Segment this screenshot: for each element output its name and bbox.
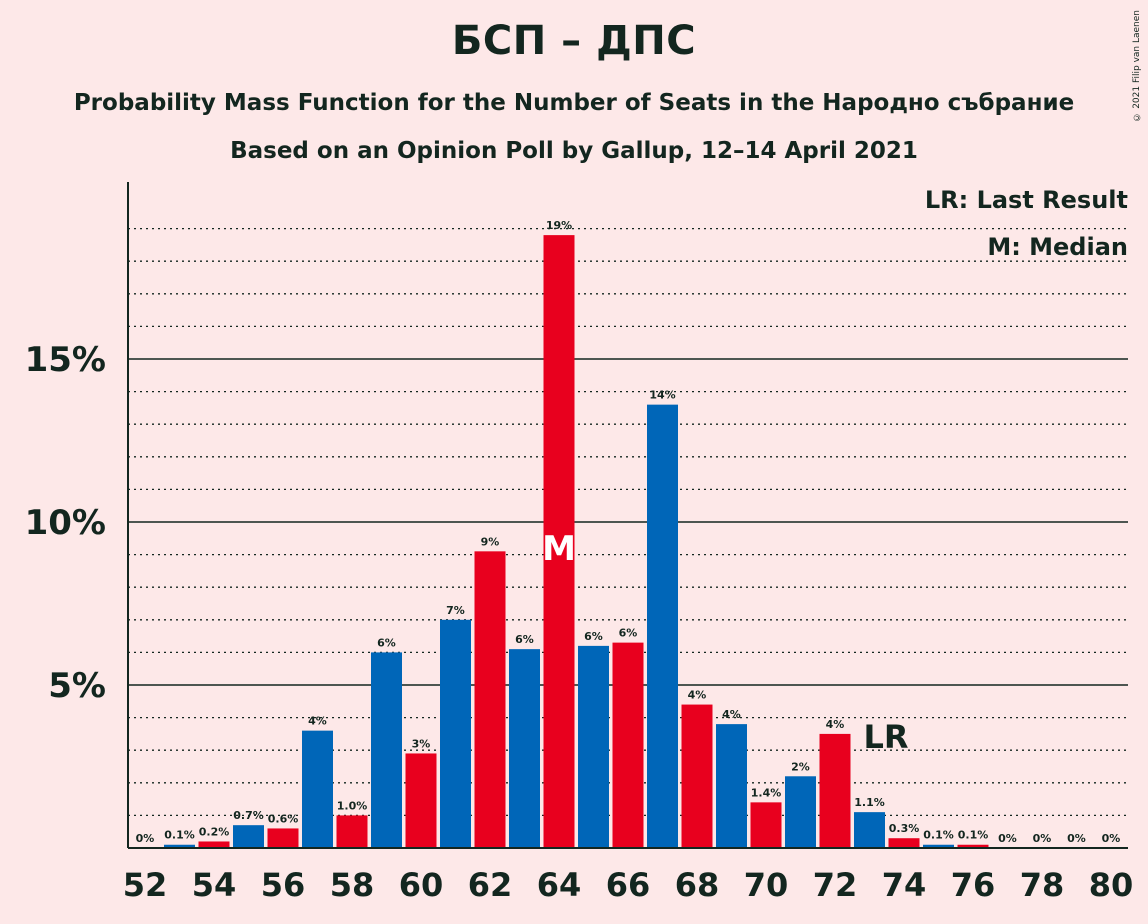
bar-value-label: 0% <box>998 832 1017 845</box>
bar-seat-53 <box>164 844 195 848</box>
bar-seat-67 <box>647 404 678 848</box>
bar-seat-74 <box>888 838 920 848</box>
bar-value-label: 0.1% <box>164 829 195 842</box>
bar-value-label: 6% <box>515 633 534 646</box>
bar-value-label: 0.7% <box>233 809 264 822</box>
bar-seat-62 <box>474 551 506 848</box>
bar-value-label: 2% <box>791 760 810 773</box>
bar-value-label: 0.2% <box>199 825 230 838</box>
y-tick-label: 10% <box>25 503 106 543</box>
bar-seat-60 <box>405 753 437 848</box>
bar-value-label: 9% <box>481 535 500 548</box>
x-tick-label: 54 <box>192 866 237 904</box>
bar-value-label: 1.0% <box>337 799 368 812</box>
bar-value-label: 0.3% <box>889 822 920 835</box>
bar-seat-56 <box>267 828 299 848</box>
bar-value-label: 6% <box>377 636 396 649</box>
bar-value-label: 19% <box>546 219 572 232</box>
bar-value-label: 7% <box>446 604 465 617</box>
bar-value-label: 0% <box>136 832 155 845</box>
last-result-marker: LR <box>864 718 909 756</box>
bar-seat-58 <box>336 815 368 848</box>
bar-seat-59 <box>371 652 402 848</box>
chart-subtitle: Probability Mass Function for the Number… <box>73 90 1075 116</box>
bar-seat-75 <box>923 844 954 848</box>
median-marker: M <box>542 529 576 569</box>
bar-value-label: 0.6% <box>268 812 299 825</box>
x-tick-label: 62 <box>468 866 513 904</box>
x-tick-label: 68 <box>675 866 720 904</box>
chart-subtitle-poll: Based on an Opinion Poll by Gallup, 12–1… <box>230 138 918 164</box>
bar-value-label: 0% <box>1033 832 1052 845</box>
bar-value-label: 0% <box>1102 832 1121 845</box>
bar-seat-65 <box>578 645 609 848</box>
legend-median: M: Median <box>987 233 1128 261</box>
x-tick-label: 74 <box>882 866 927 904</box>
legend-last-result: LR: Last Result <box>924 186 1128 214</box>
bar-seat-72 <box>819 733 851 848</box>
bar-value-label: 0.1% <box>958 829 989 842</box>
y-tick-label: 15% <box>25 340 106 380</box>
bar-value-label: 1.1% <box>854 796 885 809</box>
bar-value-label: 1.4% <box>751 786 782 799</box>
y-tick-label: 5% <box>48 666 106 706</box>
x-tick-label: 58 <box>330 866 375 904</box>
bar-seat-55 <box>233 825 264 848</box>
x-tick-label: 70 <box>744 866 789 904</box>
bar-seat-70 <box>750 802 782 848</box>
x-tick-label: 64 <box>537 866 582 904</box>
bar-value-label: 14% <box>649 389 675 402</box>
x-tick-label: 78 <box>1020 866 1065 904</box>
bar-value-label: 6% <box>619 627 638 640</box>
bar-seat-71 <box>785 776 816 848</box>
bar-seat-64 <box>543 235 575 848</box>
bar-value-label: 3% <box>412 737 431 750</box>
bar-value-label: 4% <box>308 715 327 728</box>
bar-value-label: 0% <box>1067 832 1086 845</box>
bar-seat-57 <box>302 730 333 848</box>
bar-seat-54 <box>198 841 230 848</box>
bar-seat-63 <box>509 649 540 848</box>
chart-title: БСП – ДПС <box>451 18 697 64</box>
bar-seat-66 <box>612 642 644 848</box>
x-tick-label: 56 <box>261 866 306 904</box>
bar-seat-76 <box>957 844 989 848</box>
bar-value-label: 4% <box>688 689 707 702</box>
bar-value-label: 0.1% <box>923 829 954 842</box>
bar-seat-69 <box>716 724 747 848</box>
x-tick-label: 80 <box>1089 866 1134 904</box>
bar-seat-73 <box>854 812 885 848</box>
bar-value-label: 6% <box>584 630 603 643</box>
bar-seat-68 <box>681 704 713 848</box>
bar-seat-61 <box>440 619 471 848</box>
bar-value-label: 4% <box>826 718 845 731</box>
bar-value-label: 4% <box>722 708 741 721</box>
x-tick-label: 76 <box>951 866 996 904</box>
x-tick-label: 52 <box>123 866 168 904</box>
x-tick-label: 66 <box>606 866 651 904</box>
x-tick-label: 72 <box>813 866 858 904</box>
x-tick-label: 60 <box>399 866 444 904</box>
